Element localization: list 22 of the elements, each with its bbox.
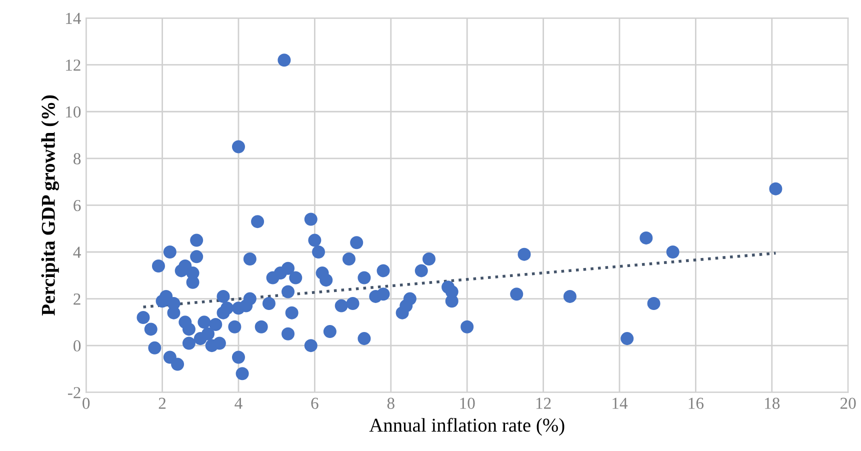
x-tick-label: 18 (765, 398, 780, 409)
y-tick-label: 0 (74, 340, 81, 352)
y-tick-label: 10 (66, 106, 81, 118)
x-tick-label: 10 (460, 398, 475, 409)
x-axis-title: Annual inflation rate (%) (369, 418, 564, 436)
x-tick-label: 4 (234, 398, 242, 409)
x-tick-label: 0 (82, 398, 90, 409)
x-tick-label: 8 (387, 398, 394, 409)
x-tick-label: 12 (536, 398, 551, 409)
y-axis-title: Percipita GDP growth (%) (41, 95, 60, 316)
y-tick-label: 12 (66, 60, 80, 71)
y-tick-label: 4 (73, 246, 81, 258)
y-tick-label: 6 (74, 200, 81, 212)
y-tick-label: 8 (74, 153, 81, 164)
y-tick-label: 2 (74, 294, 80, 305)
x-tick-label: 14 (612, 398, 628, 409)
y-tick-label: 14 (66, 12, 81, 24)
x-tick-label: 16 (688, 398, 704, 409)
x-tick-label: 2 (158, 398, 166, 409)
y-tick-label: -2 (68, 387, 80, 398)
x-tick-label: 6 (311, 398, 318, 409)
x-tick-label: 20 (840, 398, 856, 409)
